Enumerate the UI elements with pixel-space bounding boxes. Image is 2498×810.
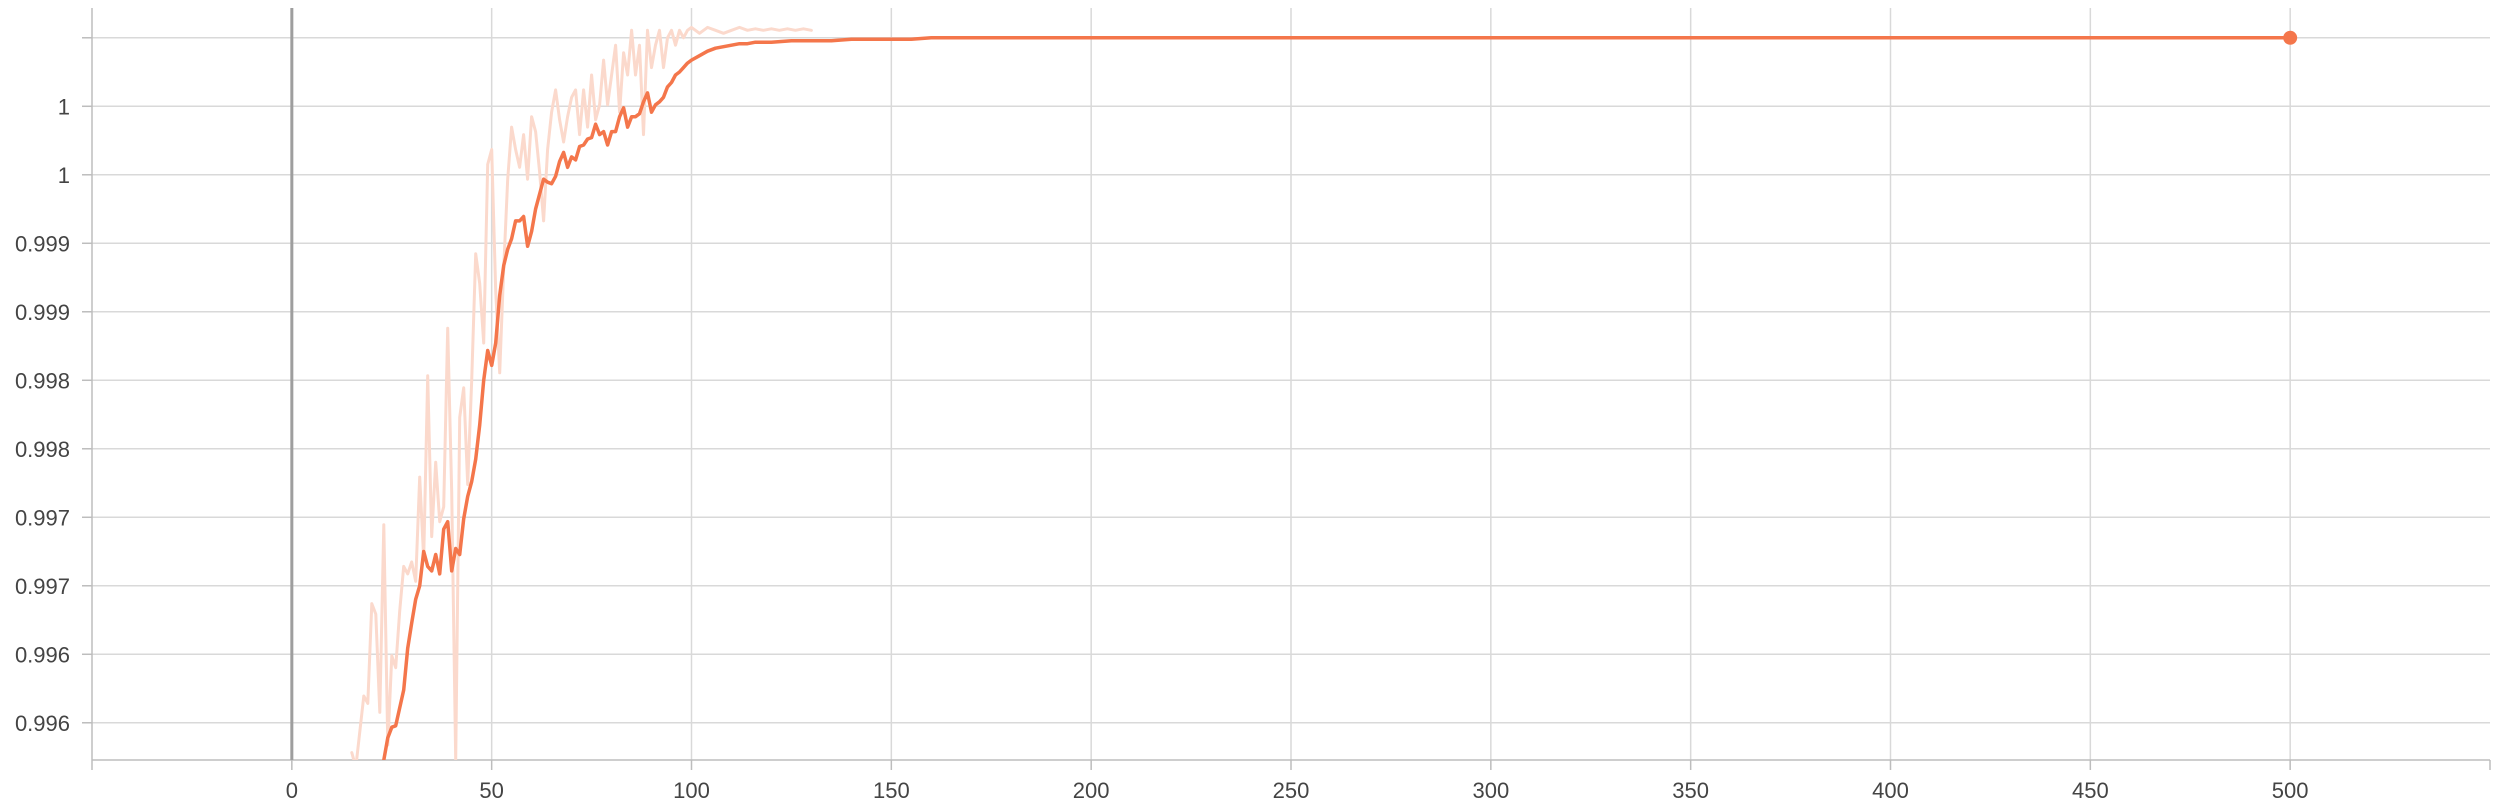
x-tick-label: 250 — [1273, 778, 1310, 803]
y-tick-label: 0.996 — [15, 642, 70, 667]
y-tick-label: 0.996 — [15, 711, 70, 736]
x-tick-label: 150 — [873, 778, 910, 803]
y-tick-label: 0.999 — [15, 300, 70, 325]
y-tick-label: 0.997 — [15, 505, 70, 530]
chart-grid — [92, 8, 2490, 760]
y-tick-label: 0.997 — [15, 574, 70, 599]
x-tick-label: 0 — [286, 778, 298, 803]
x-tick-label: 100 — [673, 778, 710, 803]
y-tick-label: 0.998 — [15, 368, 70, 393]
x-tick-label: 500 — [2272, 778, 2309, 803]
series-end-point[interactable] — [2283, 30, 2298, 45]
y-tick-label: 1 — [58, 163, 70, 188]
y-tick-label: 0.999 — [15, 231, 70, 256]
raw-series-line — [350, 25, 813, 760]
y-tick-label: 0.998 — [15, 437, 70, 462]
x-tick-label: 50 — [479, 778, 503, 803]
y-axis-ticks: 0.996 0.996 0.997 0.997 0.998 0.998 0.999 0.999… — [15, 37, 92, 736]
series-layer — [350, 25, 2292, 760]
x-tick-label: 300 — [1472, 778, 1509, 803]
x-axis-ticks: 0 50 100 150 200 250 300 350 400 450 500 — [91, 760, 2491, 803]
smoothed-series-line — [382, 36, 2292, 760]
x-tick-label: 200 — [1073, 778, 1110, 803]
x-tick-label: 350 — [1672, 778, 1709, 803]
y-tick-label: 1 — [58, 94, 70, 119]
x-tick-label: 450 — [2072, 778, 2109, 803]
x-tick-label: 400 — [1872, 778, 1909, 803]
